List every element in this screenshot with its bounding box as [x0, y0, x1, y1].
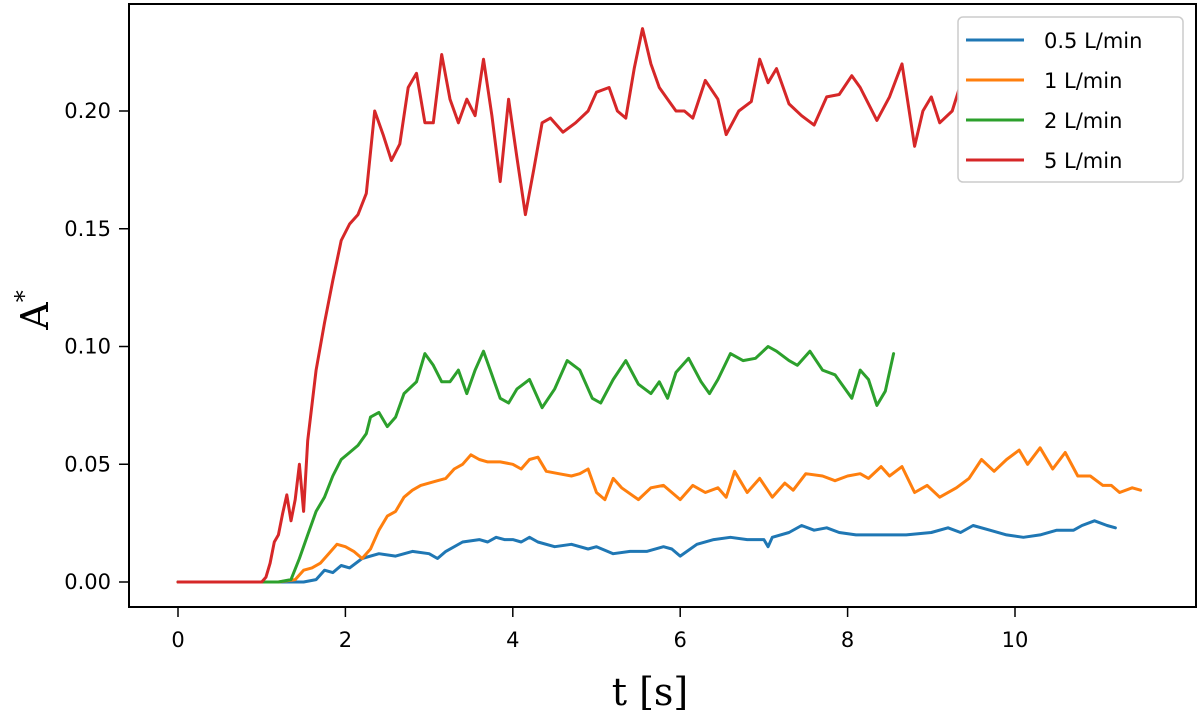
x-tick-label: 10	[1002, 628, 1029, 652]
y-tick-label: 0.15	[64, 217, 111, 241]
plot-frame	[128, 3, 1197, 608]
y-axis: 0.00 0.05 0.10 0.15 0.20	[64, 99, 129, 594]
legend-label: 5 L/min	[1044, 149, 1122, 173]
legend-box	[957, 16, 1184, 183]
legend-item: 1 L/min	[966, 69, 1122, 93]
x-axis-title: t [s]	[612, 670, 689, 714]
x-tick-label: 6	[674, 628, 687, 652]
x-axis: 0 2 4 6 8 10	[171, 607, 1028, 652]
legend-item: 2 L/min	[966, 109, 1122, 133]
legend: 0.5 L/min 1 L/min 2 L/min 5 L/min	[957, 16, 1184, 183]
y-tick-label: 0.00	[64, 570, 111, 594]
x-tick-label: 4	[506, 628, 519, 652]
series-layer	[176, 27, 1143, 584]
svg-text:A*: A*	[10, 290, 57, 330]
series-line-1	[176, 446, 1143, 584]
y-tick-label: 0.20	[64, 99, 111, 123]
legend-label: 0.5 L/min	[1044, 29, 1142, 53]
legend-item: 5 L/min	[966, 149, 1122, 173]
y-tick-label: 0.10	[64, 335, 111, 359]
series-line-0	[176, 519, 1117, 584]
x-tick-label: 0	[171, 628, 184, 652]
y-axis-title: A*	[10, 290, 57, 330]
y-tick-label: 0.05	[64, 452, 111, 476]
series-line-2	[176, 345, 896, 584]
legend-item: 0.5 L/min	[966, 29, 1142, 53]
legend-label: 1 L/min	[1044, 69, 1122, 93]
series-line-3	[176, 27, 1050, 584]
legend-label: 2 L/min	[1044, 109, 1122, 133]
x-tick-label: 2	[339, 628, 352, 652]
x-tick-label: 8	[841, 628, 854, 652]
